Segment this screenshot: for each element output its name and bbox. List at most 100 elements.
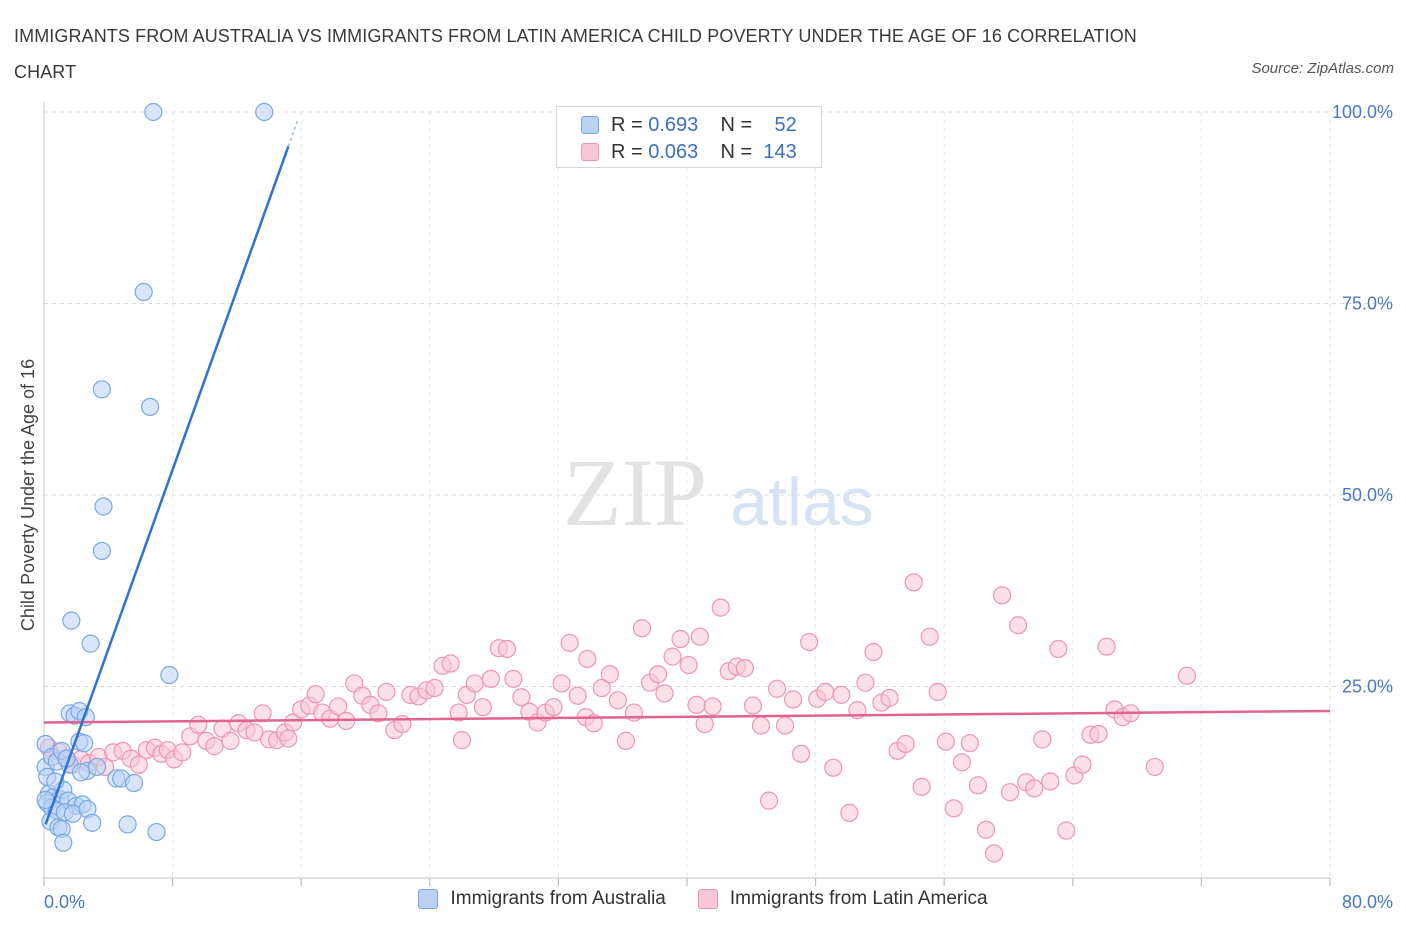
latin-america-point xyxy=(568,686,587,705)
latin-america-point xyxy=(856,673,875,692)
australia-point xyxy=(94,497,113,516)
latin-america-point xyxy=(679,655,698,675)
latin-america-point xyxy=(864,642,883,662)
latin-america-point xyxy=(783,690,803,709)
latin-america-point xyxy=(952,753,971,772)
latin-america-point xyxy=(840,803,859,822)
latin-america-point xyxy=(504,669,523,688)
latin-america-point xyxy=(592,678,611,698)
series-legend-australia-label: Immigrants from Australia xyxy=(450,888,666,909)
australia-point xyxy=(92,541,111,561)
series-latin-america-points xyxy=(39,573,1197,863)
australia-point xyxy=(62,611,81,630)
latin-america-point xyxy=(329,697,348,716)
series-legend-latin-america[interactable]: Immigrants from Latin America xyxy=(697,888,988,910)
legend-row-latin-america: R = 0.063 N = 143 xyxy=(581,138,797,166)
y-tick-label: 75.0% xyxy=(1342,294,1393,314)
latin-america-point xyxy=(960,734,980,753)
y-axis-label: Child Poverty Under the Age of 16 xyxy=(18,359,38,631)
australia-point xyxy=(144,102,163,122)
latin-america-point xyxy=(663,647,682,666)
latin-america-point xyxy=(632,619,652,638)
latin-america-point xyxy=(1001,783,1020,802)
latin-america-point xyxy=(687,695,706,714)
watermark-atlas: atlas xyxy=(730,464,874,540)
latin-america-point xyxy=(751,716,771,735)
latin-america-point xyxy=(473,698,492,717)
latin-america-point xyxy=(1057,821,1076,840)
gridlines xyxy=(44,111,1390,878)
latin-america-point xyxy=(608,691,627,710)
latin-america-point xyxy=(904,573,923,592)
latin-america-point xyxy=(369,704,388,723)
latin-america-point xyxy=(816,682,835,701)
latin-america-point xyxy=(552,674,571,693)
australia-point xyxy=(140,397,160,417)
latin-america-point xyxy=(936,732,955,751)
legend-swatch-australia xyxy=(581,116,599,134)
latin-america-point xyxy=(880,688,899,708)
latin-america-point xyxy=(920,627,939,646)
legend-r-label: R = xyxy=(611,113,643,136)
latin-america-point xyxy=(992,586,1012,605)
latin-america-point xyxy=(743,696,763,715)
legend-r-value: 0.693 xyxy=(648,113,699,136)
latin-america-trend-line xyxy=(43,709,1331,724)
latin-america-point xyxy=(1089,724,1108,744)
latin-america-point xyxy=(544,698,563,717)
legend-r-label: R = xyxy=(611,140,643,163)
latin-america-point xyxy=(189,715,208,734)
latin-america-point xyxy=(1097,637,1116,656)
trend-lines xyxy=(43,119,1331,825)
latin-america-point xyxy=(968,776,988,795)
latin-america-point xyxy=(775,716,795,735)
australia-trend-extension xyxy=(287,119,299,147)
latin-america-point xyxy=(1025,779,1044,798)
legend-n-label: N = xyxy=(720,113,753,136)
latin-america-point xyxy=(481,669,500,688)
australia-point xyxy=(147,822,166,842)
latin-america-point xyxy=(1049,639,1068,659)
australia-point xyxy=(71,763,91,782)
latin-america-point xyxy=(425,678,444,698)
latin-america-point xyxy=(512,688,531,707)
australia-point xyxy=(134,282,153,302)
latin-america-point xyxy=(1177,666,1197,685)
latin-america-point xyxy=(129,755,148,774)
y-tick-label: 100.0% xyxy=(1332,102,1393,122)
chart-title: IMMIGRANTS FROM AUSTRALIA VS IMMIGRANTS … xyxy=(14,26,1137,82)
latin-america-point xyxy=(759,791,779,810)
x-min-label: 0.0% xyxy=(44,892,85,912)
latin-america-point xyxy=(984,844,1004,863)
australia-point xyxy=(87,757,107,777)
latin-america-point xyxy=(690,627,709,646)
x-max-label: 80.0% xyxy=(1342,892,1393,912)
series-legend: Immigrants from Australia Immigrants fro… xyxy=(0,888,1406,910)
watermark: ZIP atlas xyxy=(563,439,874,546)
australia-trend-line xyxy=(44,146,290,825)
latin-america-point xyxy=(1009,616,1028,635)
latin-america-point xyxy=(449,703,468,722)
series-swatch-latin-america xyxy=(697,889,718,909)
latin-america-point xyxy=(944,799,963,818)
latin-america-point xyxy=(832,685,851,705)
latin-america-point xyxy=(465,674,484,693)
legend-r-value: 0.063 xyxy=(648,140,699,163)
australia-point xyxy=(255,102,274,122)
latin-america-point xyxy=(711,598,730,617)
latin-america-point xyxy=(578,649,597,669)
latin-america-point xyxy=(800,632,819,652)
legend-row-australia: R = 0.693 N = 52 xyxy=(581,111,797,139)
latin-america-point xyxy=(792,744,811,764)
latin-america-point xyxy=(600,665,619,684)
series-legend-australia[interactable]: Immigrants from Australia xyxy=(418,888,666,910)
latin-america-point xyxy=(584,714,603,733)
latin-america-point xyxy=(671,629,690,649)
australia-point xyxy=(124,773,144,793)
latin-america-point xyxy=(1041,772,1060,791)
watermark-zip: ZIP xyxy=(563,439,707,546)
latin-america-point xyxy=(205,737,224,756)
latin-america-point xyxy=(173,743,192,762)
latin-america-point xyxy=(648,665,668,684)
y-tick-label: 50.0% xyxy=(1342,485,1393,505)
